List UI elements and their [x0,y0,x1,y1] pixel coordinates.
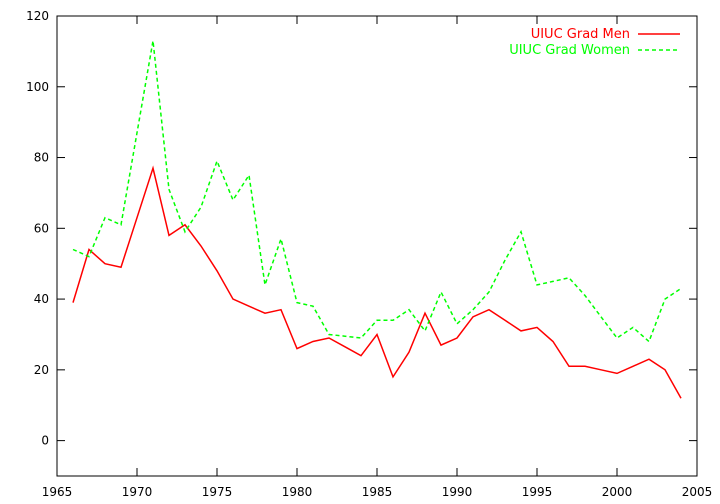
legend-label: UIUC Grad Men [531,27,630,42]
y-tick-label: 20 [34,363,49,377]
x-tick-label: 2005 [682,485,713,499]
plot-frame [56,15,698,477]
y-tick-label: 80 [34,151,49,165]
x-tick-label: 1995 [522,485,553,499]
series-line-1 [72,40,682,343]
x-tick-label: 2000 [602,485,633,499]
y-tick-label: 0 [41,434,49,448]
y-tick-label: 120 [26,9,49,23]
legend-label: UIUC Grad Women [509,43,630,58]
series-line-0 [72,165,682,399]
y-tick-label: 40 [34,292,49,306]
x-tick-label: 1990 [442,485,473,499]
x-tick-label: 1970 [122,485,153,499]
series-layer [72,40,682,399]
x-tick-label: 1985 [362,485,393,499]
y-tick-label: 100 [26,80,49,94]
axes: 1965 1970 1975 1980 1985 1990 1995 2000 2005 0 20 4… [26,9,712,499]
x-tick-label: 1965 [42,485,73,499]
x-tick-label: 1975 [202,485,233,499]
x-tick-label: 1980 [282,485,313,499]
y-tick-label: 60 [34,221,49,235]
